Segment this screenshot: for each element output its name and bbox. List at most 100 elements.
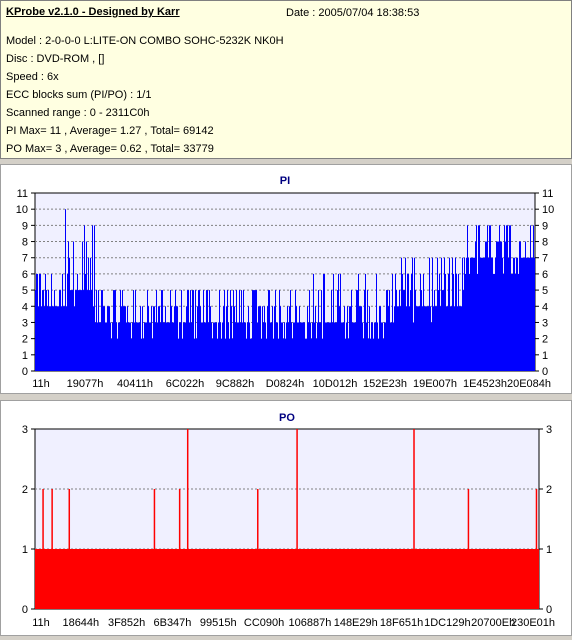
- y-tick-label-left: 9: [22, 220, 28, 232]
- pi-bar: [46, 290, 47, 371]
- pi-bar: [468, 257, 469, 371]
- pi-bar: [466, 257, 467, 371]
- pi-bar: [320, 322, 321, 371]
- pi-bar: [159, 306, 160, 371]
- x-tick-label: D0824h: [266, 378, 305, 390]
- x-tick-label: 6C022h: [166, 378, 205, 390]
- pi-bar: [240, 322, 241, 371]
- pi-bar: [143, 338, 144, 371]
- pi-bar: [453, 273, 454, 371]
- pi-summary-line: PI Max= 11 , Average= 1.27 , Total= 6914…: [6, 125, 214, 137]
- pi-bar: [210, 306, 211, 371]
- pi-bar: [528, 257, 529, 371]
- pi-bar: [502, 257, 503, 371]
- pi-bar: [352, 322, 353, 371]
- pi-bar: [287, 306, 288, 371]
- y-tick-label-left: 10: [16, 204, 28, 216]
- pi-bar: [116, 322, 117, 371]
- pi-bar: [484, 257, 485, 371]
- pi-bar: [79, 290, 80, 371]
- pi-bar: [268, 290, 269, 371]
- pi-bar: [192, 290, 193, 371]
- x-tick-label: 18F651h: [380, 617, 423, 629]
- pi-bar: [75, 290, 76, 371]
- pi-bar: [345, 338, 346, 371]
- pi-bar: [330, 322, 331, 371]
- pi-bar: [504, 225, 505, 371]
- pi-bar: [514, 257, 515, 371]
- pi-bar: [280, 306, 281, 371]
- pi-bar: [344, 306, 345, 371]
- pi-bar: [361, 306, 362, 371]
- pi-bar: [364, 290, 365, 371]
- pi-bar: [347, 306, 348, 371]
- pi-bar: [298, 322, 299, 371]
- pi-bar: [428, 306, 429, 371]
- pi-bar: [464, 257, 465, 371]
- pi-bar: [248, 306, 249, 371]
- pi-bar: [129, 322, 130, 371]
- pi-bar: [264, 306, 265, 371]
- pi-bar: [433, 306, 434, 371]
- pi-bar: [491, 257, 492, 371]
- pi-bar: [374, 322, 375, 371]
- pi-bar: [194, 338, 195, 371]
- pi-bar: [472, 257, 473, 371]
- pi-bar: [186, 306, 187, 371]
- pi-bar: [384, 322, 385, 371]
- y-tick-label-right: 1: [542, 350, 548, 362]
- pi-bar: [338, 273, 339, 371]
- pi-bar: [492, 257, 493, 371]
- pi-bar: [510, 225, 511, 371]
- pi-bar: [85, 273, 86, 371]
- pi-bar: [485, 241, 486, 371]
- pi-bar: [98, 290, 99, 371]
- pi-bar: [63, 306, 64, 371]
- pi-bar: [531, 257, 532, 371]
- pi-bar: [204, 322, 205, 371]
- x-tick-label: 106887h: [288, 617, 331, 629]
- pi-bar: [521, 257, 522, 371]
- pi-bar: [508, 257, 509, 371]
- pi-bar: [238, 322, 239, 371]
- pi-bar: [51, 273, 52, 371]
- y-tick-label-left: 1: [22, 350, 28, 362]
- pi-bar: [469, 273, 470, 371]
- pi-bar: [52, 306, 53, 371]
- pi-bar: [493, 273, 494, 371]
- pi-bar: [237, 322, 238, 371]
- y-tick-label-right: 7: [542, 253, 548, 265]
- pi-bar: [86, 241, 87, 371]
- pi-bar: [244, 322, 245, 371]
- pi-bar: [336, 322, 337, 371]
- pi-bar: [404, 290, 405, 371]
- pi-bar: [276, 322, 277, 371]
- pi-bar: [275, 290, 276, 371]
- pi-bar: [123, 306, 124, 371]
- pi-bar: [176, 306, 177, 371]
- pi-bar: [414, 257, 415, 371]
- pi-bar: [231, 306, 232, 371]
- pi-bar: [350, 306, 351, 371]
- pi-bar: [418, 306, 419, 371]
- pi-bar: [87, 290, 88, 371]
- pi-bar: [450, 306, 451, 371]
- pi-bar: [359, 306, 360, 371]
- pi-bar: [327, 322, 328, 371]
- pi-bar: [270, 322, 271, 371]
- pi-bar: [56, 306, 57, 371]
- pi-bar: [307, 306, 308, 371]
- pi-bar: [62, 273, 63, 371]
- pi-bar: [180, 322, 181, 371]
- pi-bar: [138, 322, 139, 371]
- pi-bar: [507, 225, 508, 371]
- pi-bar: [498, 241, 499, 371]
- pi-bar: [447, 306, 448, 371]
- pi-bar: [190, 290, 191, 371]
- pi-bar: [42, 290, 43, 371]
- pi-bar: [106, 322, 107, 371]
- x-tick-label: 148E29h: [334, 617, 378, 629]
- pi-bar: [337, 290, 338, 371]
- pi-bar: [371, 322, 372, 371]
